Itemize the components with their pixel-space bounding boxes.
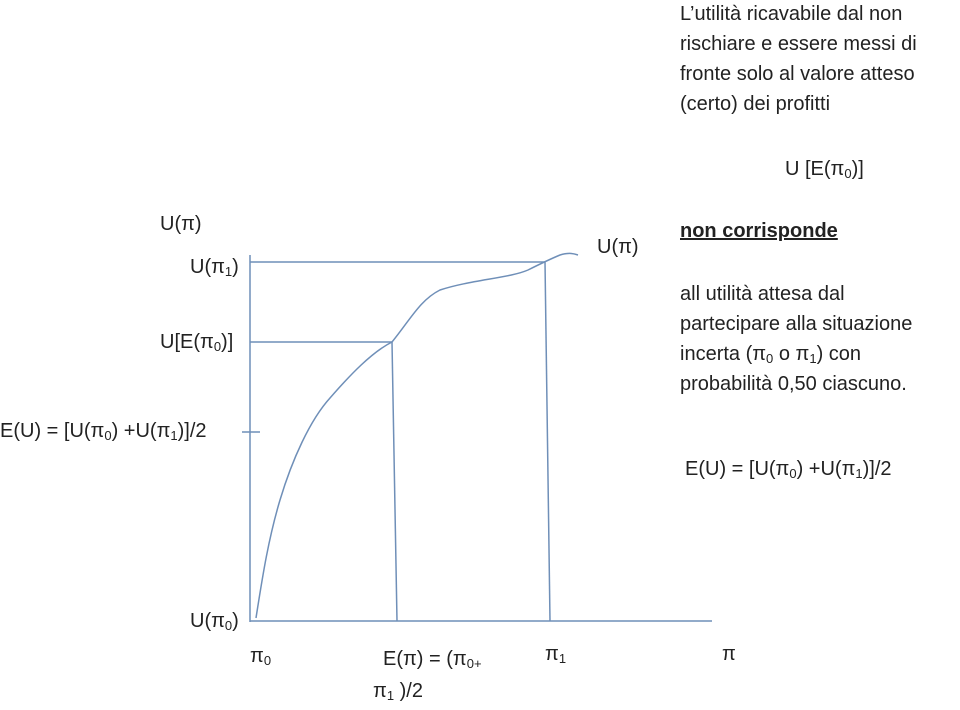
subscript: 0 [766, 351, 773, 366]
subscript: 0 [104, 428, 111, 443]
label-eu: E(U) = [U(π0) +U(π1)]/2 [0, 420, 207, 443]
text-run: )] [852, 158, 864, 180]
subscript: 1 [225, 264, 232, 279]
text-run: π [250, 645, 264, 667]
subscript: 1 [559, 651, 566, 666]
explanation-line: partecipare alla situazione [680, 313, 912, 335]
subscript: 0 [789, 466, 796, 481]
subscript: 1 [809, 351, 816, 366]
label-u-pi0: U(π0) [190, 610, 239, 633]
note-line: (certo) dei profitti [680, 93, 830, 115]
guide-pi1 [544, 261, 551, 622]
label-epi: E(π) = (π0+ [383, 648, 482, 671]
text-run: U[E(π [160, 331, 214, 353]
text-run: ) [232, 610, 239, 632]
text-run: fronte solo al valore atteso [680, 63, 915, 85]
text-run: E(U) = [U(π [685, 458, 789, 480]
text-run: )]/2 [178, 420, 207, 442]
label-u-epi0: U[E(π0)] [160, 331, 233, 354]
text-run: )/2 [394, 680, 423, 702]
text-run: π [722, 643, 736, 665]
text-run: ) +U(π [797, 458, 856, 480]
curve-label: U(π) [597, 236, 639, 258]
text-run: L’utilità ricavabile dal non [680, 3, 902, 25]
text-run: ) con [817, 343, 861, 365]
text-run: non corrisponde [680, 220, 838, 242]
label-pi: π [722, 643, 736, 665]
axis-title: U(π) [160, 213, 202, 235]
text-run: π [373, 680, 387, 702]
label-epi-cont: π1 )/2 [373, 680, 423, 703]
text-run: U(π [190, 610, 225, 632]
label-u-pi1: U(π1) [190, 256, 239, 279]
subscript: 0 [225, 618, 232, 633]
text-run: all utilità attesa dal [680, 283, 845, 305]
text-run: )] [221, 331, 233, 353]
subscript: 0 [264, 653, 271, 668]
right-label: U [E(π0)] [785, 158, 864, 181]
formula: E(U) = [U(π0) +U(π1)]/2 [685, 458, 892, 481]
subscript: 1 [170, 428, 177, 443]
utility-curve [255, 252, 579, 619]
label-pi1: π1 [545, 643, 566, 666]
text-run: o π [773, 343, 809, 365]
note-line: rischiare e essere messi di [680, 33, 917, 55]
heading: non corrisponde [680, 220, 838, 242]
subscript: 0 [214, 339, 221, 354]
text-run: probabilità 0,50 ciascuno. [680, 373, 907, 395]
note-line: fronte solo al valore atteso [680, 63, 915, 85]
explanation-line: probabilità 0,50 ciascuno. [680, 373, 907, 395]
text-run: rischiare e essere messi di [680, 33, 917, 55]
text-run: incerta (π [680, 343, 766, 365]
text-run: partecipare alla situazione [680, 313, 912, 335]
label-pi0: π0 [250, 645, 271, 668]
text-run: U(π [190, 256, 225, 278]
guide-epi [391, 341, 398, 622]
text-run: )]/2 [863, 458, 892, 480]
text-run: E(U) = [U(π [0, 420, 104, 442]
text-run: E(π) = (π [383, 648, 467, 670]
text-run: U(π) [160, 213, 202, 235]
subscript: 1 [387, 688, 394, 703]
text-run: U [E(π [785, 158, 844, 180]
note-line: L’utilità ricavabile dal non [680, 3, 902, 25]
text-run: ) [232, 256, 239, 278]
text-run: U(π) [597, 236, 639, 258]
subscript: 1 [855, 466, 862, 481]
subscript: 0+ [467, 656, 482, 671]
explanation-line: all utilità attesa dal [680, 283, 845, 305]
text-run: (certo) dei profitti [680, 93, 830, 115]
subscript: 0 [844, 166, 851, 181]
text-run: π [545, 643, 559, 665]
explanation-line: incerta (π0 o π1) con [680, 343, 861, 366]
text-run: ) +U(π [112, 420, 171, 442]
